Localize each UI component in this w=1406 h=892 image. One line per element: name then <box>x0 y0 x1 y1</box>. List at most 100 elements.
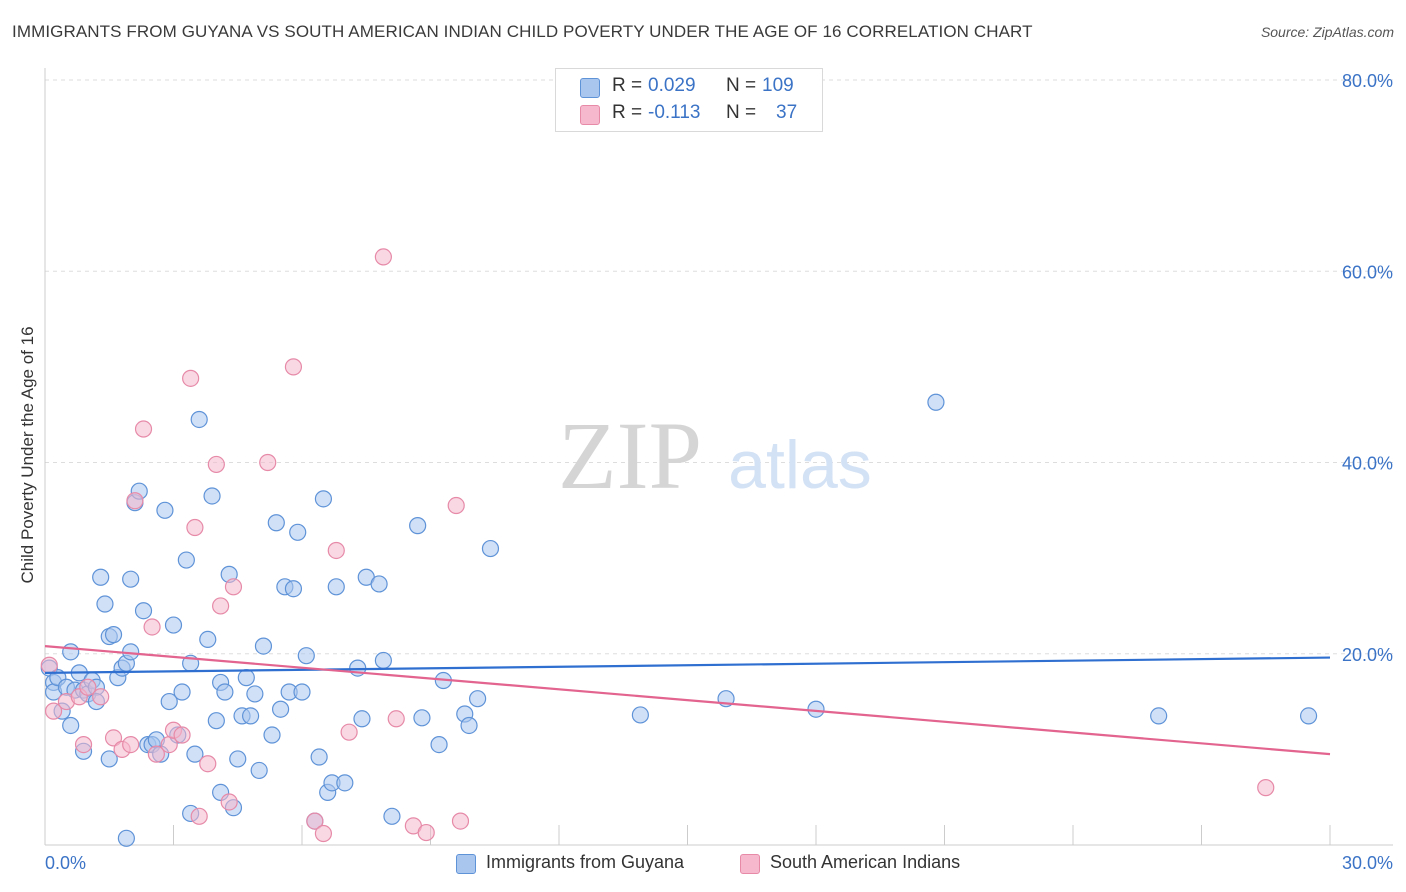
point-guyana <box>469 690 487 708</box>
point-guyana <box>267 514 285 532</box>
point-south-american-indian <box>259 453 277 472</box>
point-guyana <box>160 692 178 711</box>
point-south-american-indian <box>447 496 465 515</box>
trend-lines <box>44 645 1331 756</box>
point-guyana <box>383 807 401 825</box>
point-south-american-indian <box>224 578 243 596</box>
point-south-american-indian <box>40 656 58 674</box>
point-south-american-indian <box>74 735 93 754</box>
watermark-atlas: atlas <box>728 427 872 503</box>
point-guyana <box>631 706 649 724</box>
point-south-american-indian <box>387 710 405 728</box>
gridlines <box>45 79 1393 655</box>
point-guyana <box>216 683 234 701</box>
point-guyana <box>430 735 448 754</box>
point-guyana <box>1299 707 1318 725</box>
point-guyana <box>177 551 195 569</box>
point-south-american-indian <box>44 702 63 720</box>
point-guyana <box>203 487 221 505</box>
trend-line-south-american-indians <box>44 645 1331 756</box>
point-guyana <box>100 750 118 768</box>
point-south-american-indian <box>284 358 303 376</box>
point-south-american-indian <box>306 812 324 830</box>
point-guyana <box>409 517 427 535</box>
point-guyana <box>190 410 208 429</box>
point-guyana <box>207 712 225 730</box>
trend-line-guyana <box>44 656 1331 674</box>
n-key: N = <box>726 102 757 123</box>
legend-label-guyana: Immigrants from Guyana <box>486 852 685 872</box>
point-guyana <box>173 683 191 701</box>
point-south-american-indian <box>417 823 435 842</box>
point-guyana <box>481 539 500 558</box>
r-key: R = <box>612 102 643 123</box>
point-guyana <box>186 745 204 763</box>
y-tick-label: 80.0% <box>1342 71 1393 91</box>
legend-swatch-guyana <box>456 854 476 874</box>
point-south-american-indian <box>212 597 230 615</box>
axes <box>44 68 1393 846</box>
point-south-american-indian <box>104 729 123 747</box>
point-south-american-indian <box>147 745 165 763</box>
point-guyana <box>413 709 431 727</box>
r-key: R = <box>612 75 643 96</box>
data-points <box>40 248 1318 847</box>
point-guyana <box>134 602 153 620</box>
y-tick-label: 60.0% <box>1342 262 1393 282</box>
point-guyana <box>229 750 247 768</box>
point-south-american-indian <box>314 824 333 843</box>
chart-title: IMMIGRANTS FROM GUYANA VS SOUTH AMERICAN… <box>12 22 1033 41</box>
point-guyana <box>164 616 183 634</box>
point-guyana <box>353 710 371 728</box>
point-guyana <box>310 748 328 766</box>
point-south-american-indian <box>340 723 358 741</box>
point-south-american-indian <box>134 420 153 438</box>
point-south-american-indian <box>207 455 225 474</box>
watermark-zip: ZIP <box>558 402 702 509</box>
point-south-american-indian <box>186 518 204 537</box>
point-south-american-indian <box>182 369 200 387</box>
point-south-american-indian <box>173 726 191 744</box>
point-guyana <box>237 669 255 687</box>
point-guyana <box>263 726 281 744</box>
point-guyana <box>254 637 273 655</box>
point-guyana <box>271 700 290 718</box>
point-south-american-indian <box>451 812 470 830</box>
point-guyana <box>370 575 388 593</box>
point-south-american-indian <box>122 735 140 754</box>
point-guyana <box>156 501 174 519</box>
point-south-american-indian <box>79 678 97 696</box>
point-south-american-indian <box>126 492 144 510</box>
point-guyana <box>117 829 135 847</box>
point-guyana <box>96 595 114 613</box>
legend-swatch-south-american-indians <box>740 854 760 874</box>
point-guyana <box>1150 707 1168 725</box>
point-guyana <box>807 700 825 718</box>
point-guyana <box>336 774 354 792</box>
point-guyana <box>104 626 123 644</box>
point-guyana <box>927 393 945 411</box>
source-label: Source: ZipAtlas.com <box>1260 24 1394 40</box>
point-south-american-indian <box>199 755 217 773</box>
point-guyana <box>92 568 110 586</box>
point-south-american-indian <box>143 618 161 636</box>
point-guyana <box>314 490 333 508</box>
point-south-american-indian <box>1257 779 1275 797</box>
point-guyana <box>460 716 478 735</box>
point-south-american-indian <box>92 688 110 706</box>
point-guyana <box>284 580 303 598</box>
legend-label-south-american-indians: South American Indians <box>770 852 961 872</box>
point-guyana <box>327 578 345 596</box>
point-guyana <box>246 685 264 703</box>
swatch-guyana <box>580 78 600 98</box>
x-tick-label-min: 0.0% <box>45 853 86 873</box>
point-guyana <box>199 630 217 649</box>
point-south-american-indian <box>374 248 392 266</box>
y-axis-label: Child Poverty Under the Age of 16 <box>18 326 37 583</box>
point-guyana <box>293 683 311 701</box>
point-guyana <box>62 643 80 661</box>
y-tick-label: 40.0% <box>1342 454 1393 474</box>
point-south-american-indian <box>220 793 238 811</box>
point-south-american-indian <box>327 541 345 560</box>
r-value: -0.113 <box>648 102 701 123</box>
